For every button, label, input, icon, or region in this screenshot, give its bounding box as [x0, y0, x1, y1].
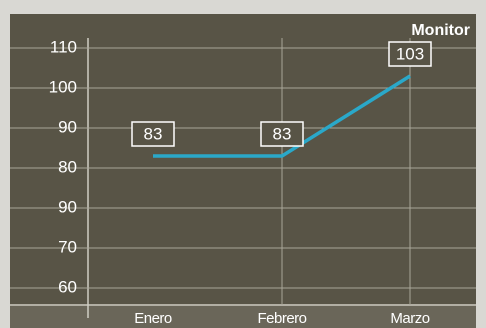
data-label-box	[388, 41, 432, 67]
y-tick-label: 60	[58, 277, 77, 296]
data-label: 83	[144, 124, 163, 143]
data-label: 83	[273, 124, 292, 143]
x-tick-label: Enero	[134, 310, 172, 327]
y-tick-label: 90	[58, 197, 77, 216]
data-label-box	[260, 121, 304, 147]
y-tick-label: 70	[58, 237, 77, 256]
legend-label: Monitor	[411, 22, 470, 39]
data-label: 103	[396, 44, 424, 63]
y-tick-label: 110	[50, 37, 77, 56]
x-tick-label: Marzo	[390, 310, 429, 327]
y-tick-label: 100	[49, 77, 77, 96]
y-tick-label: 80	[58, 157, 77, 176]
y-tick-label: 90	[58, 117, 77, 136]
data-label-box	[131, 121, 175, 147]
axis-strip	[10, 306, 476, 328]
x-tick-label: Febrero	[257, 310, 306, 327]
data-line	[153, 74, 411, 158]
